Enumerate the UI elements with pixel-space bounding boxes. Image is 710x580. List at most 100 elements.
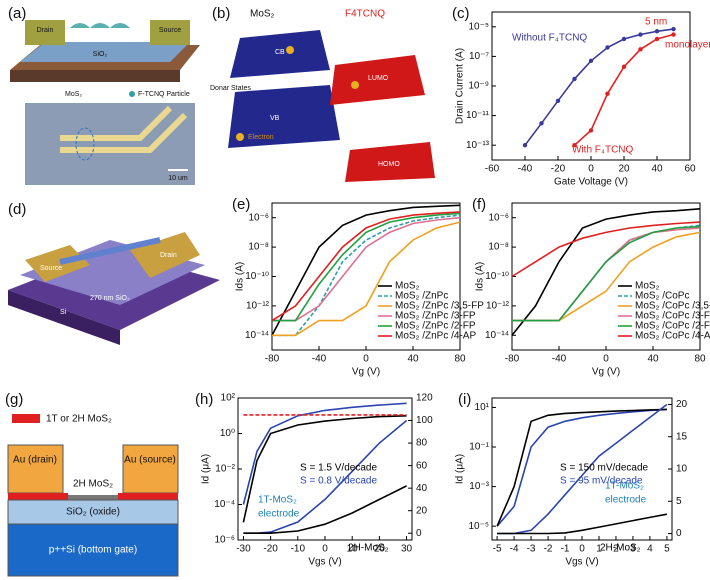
series-line (497, 403, 668, 535)
oxide-layer (7, 499, 179, 525)
y-tick-label: 10⁻⁷ (469, 51, 489, 62)
y-axis-label: Drain Current (A) (455, 48, 466, 124)
annotation: 5 nm (645, 17, 667, 28)
panel-label: (a) (8, 5, 26, 22)
source-block (150, 20, 190, 45)
x-tick-label: 60 (684, 164, 696, 175)
series-line (242, 402, 407, 505)
series-line (242, 415, 407, 523)
x-tick-label: -80 (505, 354, 520, 365)
y2-tick-label: 100 (416, 415, 433, 426)
y-tick-label: 10⁻¹³ (466, 140, 490, 151)
annotation: monolayer (665, 40, 710, 51)
x-tick-label: -1 (561, 544, 570, 555)
au-label: Au (drain) (13, 455, 57, 466)
legend-label: MoS₂ /ZnPc /2-FP (395, 321, 476, 332)
x-tick-label: -3 (527, 544, 536, 555)
x-tick-label: 0 (603, 354, 609, 365)
legend-label: MoS₂ /CoPc /3-FP (635, 311, 710, 322)
electron (351, 81, 359, 89)
cb-label: CB (275, 49, 285, 56)
x-tick-label: 20 (374, 544, 386, 555)
y2-tick-label: 40 (416, 483, 428, 494)
y-tick-label: 10⁻⁹ (468, 81, 489, 92)
chart: -80 -40 0 40 80 10⁻¹⁴ 10⁻¹² 10⁻¹⁰ 10⁻⁸ 10⁻⁶(f) Vg … (472, 196, 710, 378)
electrodes (60, 105, 188, 153)
annotation: 1T-MoS₂ (605, 481, 644, 492)
contact-strip (118, 493, 178, 500)
series-line (272, 212, 461, 322)
legend-label: MoS₂ /CoPc /2-FP (635, 321, 710, 332)
y2-tick-label: 0 (676, 528, 682, 539)
panel-label: (h) (195, 391, 213, 408)
series-label: Without F₄TCNQ (512, 33, 587, 44)
point (605, 91, 610, 96)
point (671, 26, 676, 32)
point (572, 76, 577, 82)
annotation: S = 95 mV/decade (560, 476, 643, 487)
drain-label: Drain (160, 252, 177, 259)
x-tick-label: -80 (265, 354, 280, 365)
y-tick-label: 10⁻⁵ (468, 21, 489, 32)
y-axis-label: Id (μA) (455, 454, 466, 484)
x-axis-label: Vg (V) (352, 367, 380, 378)
series-line (511, 221, 701, 278)
y2-tick-label: 5 (676, 496, 682, 507)
annotation: 2H-MoS₂ (600, 543, 641, 554)
gate-layer (7, 523, 179, 577)
source-label: Source (159, 27, 181, 34)
vb-label: VB (270, 115, 280, 122)
y2-tick-label: 10 (676, 464, 688, 475)
legend-dot (129, 91, 135, 97)
y-axis-label: Ids (A) (475, 262, 486, 291)
y-axis-label: Id (μA) (201, 454, 212, 484)
series-line (524, 28, 674, 146)
point (654, 29, 660, 34)
scale-label: 10 um (168, 175, 188, 182)
channel (68, 495, 118, 500)
x-tick-label: -30 (236, 544, 251, 555)
x-tick-label: -2 (544, 544, 553, 555)
x-tick-label: -40 (552, 354, 567, 365)
point (555, 98, 561, 104)
panel-label: (c) (452, 5, 470, 22)
x-tick-label: -5 (493, 544, 502, 555)
flake-marker (75, 127, 95, 161)
x-tick-label: 1 (596, 544, 602, 555)
legend-label: MoS₂ /ZnPc /3,5-FP (395, 301, 484, 312)
annotation: electrode (258, 509, 300, 520)
source-electrode (122, 444, 179, 494)
y-tick-label: 10⁰ (220, 428, 235, 439)
panel-label: (f) (472, 196, 486, 213)
point (671, 32, 676, 37)
legend-label: 1T or 2H MoS₂ (46, 414, 112, 425)
dopant-label: F4TCNQ (345, 9, 385, 20)
x-tick-label: 40 (407, 354, 419, 365)
y-tick-label: 10⁻³ (469, 481, 489, 492)
source-label: Source (40, 265, 62, 272)
point (654, 36, 660, 42)
annotation: 2H-MoS₂ (348, 543, 389, 554)
point (588, 128, 594, 133)
point (522, 143, 528, 148)
annotation: electrode (605, 495, 647, 506)
legend-label: MoS₂ /CoPc /3,5-FP (635, 301, 710, 312)
series-line (243, 485, 407, 534)
x-tick-label: 0 (363, 354, 369, 365)
panel-g: 1T or 2H MoS₂ Au (drain) Au (source) 2H … (5, 391, 179, 577)
panel-label: (d) (8, 201, 26, 218)
x-tick-label: 4 (647, 544, 653, 555)
gate-label: p++Si (bottom gate) (49, 545, 137, 556)
x-tick-label: 40 (647, 354, 659, 365)
y-tick-label: 10² (221, 393, 236, 404)
series-line (271, 204, 461, 336)
y2-tick-label: 120 (416, 393, 433, 404)
series-line (511, 208, 701, 336)
lumo-label: LUMO (368, 75, 389, 82)
y-axis-label: Ids (A) (235, 262, 246, 291)
legend-label: MoS₂ /ZnPc /4-AP (395, 331, 476, 342)
x-axis-label: Vgs (V) (565, 557, 598, 568)
contact-strip (8, 493, 68, 500)
x-tick-label: -20 (263, 544, 278, 555)
point (588, 58, 594, 64)
